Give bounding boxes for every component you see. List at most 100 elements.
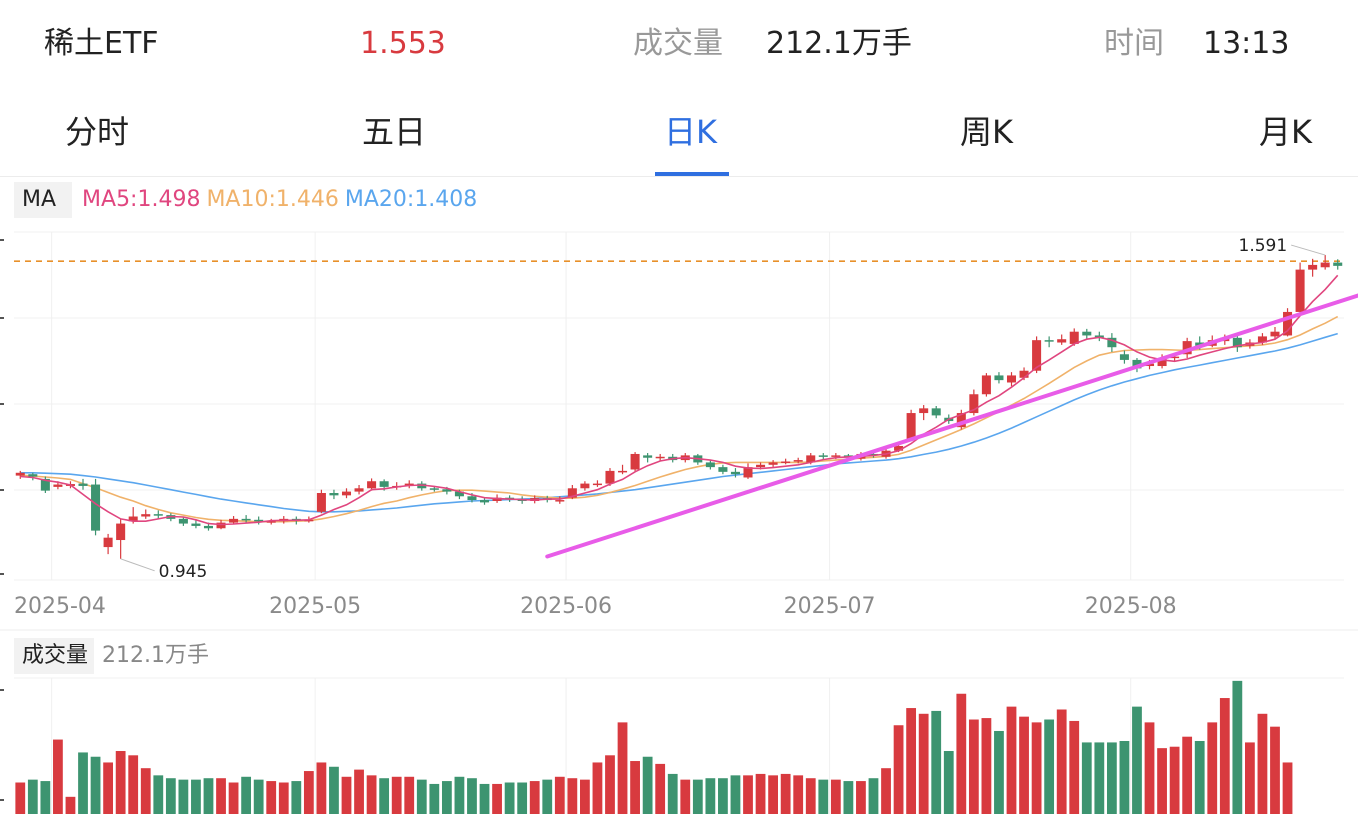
annotations-group: 1.591 0.945 [120,236,1326,582]
security-name: 稀土ETF [44,26,159,61]
candle-body [1006,375,1017,383]
candle-body [969,394,979,414]
low-annotation: 0.945 [159,562,208,582]
candle-body [705,462,715,468]
candle-body [894,445,904,451]
volume-bar [743,775,753,814]
volume-bar [768,775,778,814]
candle-body [1044,340,1054,342]
volume-legend: 成交量 212.1万手 [14,638,209,674]
volume-bar [1270,726,1280,814]
volume-bar [994,730,1004,814]
tab-daily-k[interactable]: 日K [664,113,717,151]
time-label: 时间 [1104,26,1164,61]
ma-tag[interactable]: MA [14,182,73,218]
candle-body [831,455,841,457]
volume-bar [228,782,239,814]
volume-bar [780,773,791,814]
volume-bar [529,781,540,814]
tab-five-day[interactable]: 五日 [362,113,427,151]
candle-body [793,460,803,462]
volume-bar [705,778,716,814]
volume-bar [429,783,440,814]
candle-body [1082,331,1092,336]
volume-bar [278,782,289,814]
volume-bar [467,778,477,814]
volume-bar [1282,762,1293,814]
candle-body [605,470,615,484]
volume-bar [354,769,364,814]
candle-body [1157,358,1167,367]
volume-bar [1056,709,1067,814]
volume-bar [793,775,804,814]
volume-label: 成交量 [633,26,723,61]
volume-bar [1182,736,1193,814]
tab-monthly-k[interactable]: 月K [1259,113,1312,151]
candle-body [592,483,602,486]
volume-bar [203,778,214,814]
candle-body [78,483,88,486]
volume-bar [165,778,176,814]
candle-body [956,413,966,428]
volume-bar [153,775,164,814]
candle-body [1069,331,1079,344]
volume-bar [1257,713,1268,814]
candle-body [919,408,929,414]
candle-body [768,462,778,465]
candle-body [981,375,991,395]
volume-bar [830,779,841,814]
volume-bar [366,775,377,814]
volume-bar [316,762,327,814]
candle-body [555,500,565,502]
volume-bar [1006,706,1017,814]
volume-bar [341,776,352,814]
candle-body [28,474,38,477]
candle-body [91,484,101,531]
x-tick-label: 2025-07 [784,594,876,619]
volume-bar [441,781,452,814]
volume-bar [40,781,51,814]
volume-bar [956,693,967,814]
candle-body [818,455,828,457]
candle-body [781,461,791,463]
volume-bar [479,783,490,814]
candle-body [1145,363,1155,367]
candle-body [379,481,389,487]
volume-bar [667,773,678,814]
ma5-line [20,274,1339,526]
volume-bar [931,710,942,814]
volume-tag[interactable]: 成交量 [14,638,95,674]
candle-body [931,408,941,416]
volume-bar [554,776,565,814]
candle-body [718,467,728,472]
volume-bar [517,782,528,814]
volume-bar [1106,742,1117,814]
volume-bar [918,713,929,814]
candle-body [806,455,816,463]
candle-body [1283,311,1293,336]
time-value: 13:13 [1203,26,1290,61]
volume-bar [178,779,189,814]
volume-bar [1031,722,1042,814]
candle-body [40,478,50,491]
candle-body [53,484,63,487]
tab-weekly-k[interactable]: 周K [960,113,1013,151]
quote-header: 稀土ETF 1.553 成交量 212.1万手 时间 13:13 [0,0,1358,90]
candle-body [266,521,276,523]
candle-body [994,375,1004,381]
tab-intraday[interactable]: 分时 [65,113,130,151]
candle-body [1107,337,1117,348]
volume-bar [115,751,126,814]
volume-bar [404,776,415,814]
low-annotation-leader [120,558,155,572]
volume-bar [140,768,151,814]
x-tick-label: 2025-04 [14,594,106,619]
candle-body [756,464,766,468]
volume-bar [943,751,954,814]
x-tick-label: 2025-06 [520,594,612,619]
candle-body [567,488,577,498]
volume-bar [266,781,277,814]
candle-body [1257,336,1267,343]
active-tab-indicator [655,172,729,176]
